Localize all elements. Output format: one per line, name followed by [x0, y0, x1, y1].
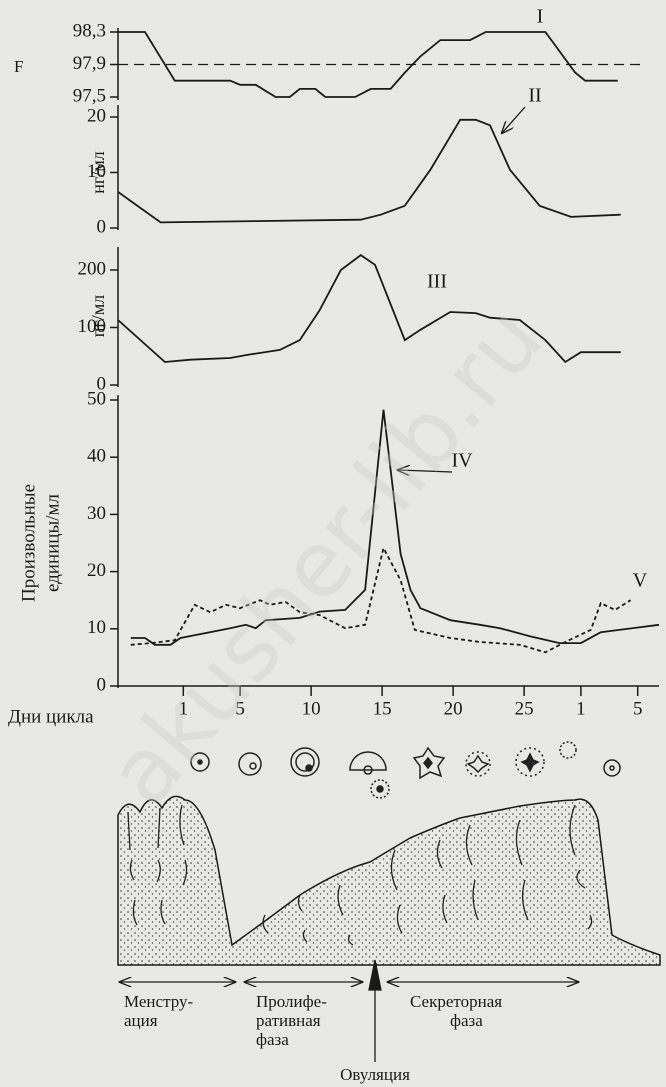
x-tick-label: 5	[235, 698, 245, 719]
watermark: akusher-lib.ru	[88, 287, 563, 825]
data-line	[117, 118, 621, 224]
data-line	[130, 545, 632, 654]
x-tick-label: 1	[179, 698, 189, 719]
series-label: IV	[451, 450, 473, 472]
series-label: I	[537, 6, 544, 28]
y-axis-label: единицы/мл	[42, 493, 63, 592]
data-line	[130, 409, 660, 646]
y-tick-label: 0	[97, 674, 107, 695]
x-tick-label: 20	[444, 698, 463, 719]
y-tick-label: 97,9	[73, 53, 106, 74]
phase-label: ративная	[256, 1011, 321, 1030]
endometrium-diagram	[117, 795, 661, 966]
y-axis-label: пг/мл	[88, 295, 108, 337]
x-tick-label: 10	[302, 698, 321, 719]
y-tick-label: 0	[97, 216, 107, 237]
y-tick-label: 30	[87, 503, 106, 524]
y-tick-label: 10	[87, 161, 106, 182]
phase-label: Менстру-	[124, 992, 193, 1011]
x-tick-label: 15	[373, 698, 392, 719]
phase-arrows	[120, 959, 578, 1062]
x-tick-label: 25	[515, 698, 534, 719]
y-axis-label: Произвольные	[18, 484, 39, 602]
y-tick-label: 200	[78, 258, 107, 279]
y-tick-label: 40	[87, 446, 106, 467]
y-tick-label: 0	[97, 373, 107, 394]
y-axis-label: нг/мл	[88, 151, 108, 193]
y-tick-label: 50	[87, 388, 106, 409]
series-label: III	[427, 271, 447, 293]
label-arrow	[398, 470, 453, 472]
y-tick-label: 97,5	[73, 85, 106, 106]
phase-label: Пролифе-	[256, 992, 327, 1011]
x-axis-label: Дни цикла	[8, 706, 94, 727]
y-tick-label: 10	[87, 617, 106, 638]
charts: 98,397,997,5FI01020нг/млII0100200пг/млII…	[8, 6, 660, 727]
phase-label: Секреторная	[410, 992, 502, 1011]
phase-label: ация	[124, 1011, 158, 1030]
y-tick-label: 20	[87, 560, 106, 581]
y-tick-label: 100	[78, 316, 107, 337]
phase-label: фаза	[256, 1030, 289, 1049]
phase-label: фаза	[450, 1011, 483, 1030]
series-label: II	[528, 85, 541, 107]
data-line	[117, 253, 621, 364]
y-tick-label: 20	[87, 105, 106, 126]
ovulation-label: Овуляция	[340, 1065, 410, 1084]
y-tick-label: 98,3	[73, 20, 106, 41]
x-tick-label: 5	[633, 698, 643, 719]
data-line	[118, 31, 618, 98]
y-axis-label: F	[14, 57, 23, 76]
x-tick-label: 1	[576, 698, 586, 719]
label-arrow	[502, 106, 526, 133]
follicle-icons	[190, 741, 621, 799]
series-label: V	[633, 570, 648, 592]
